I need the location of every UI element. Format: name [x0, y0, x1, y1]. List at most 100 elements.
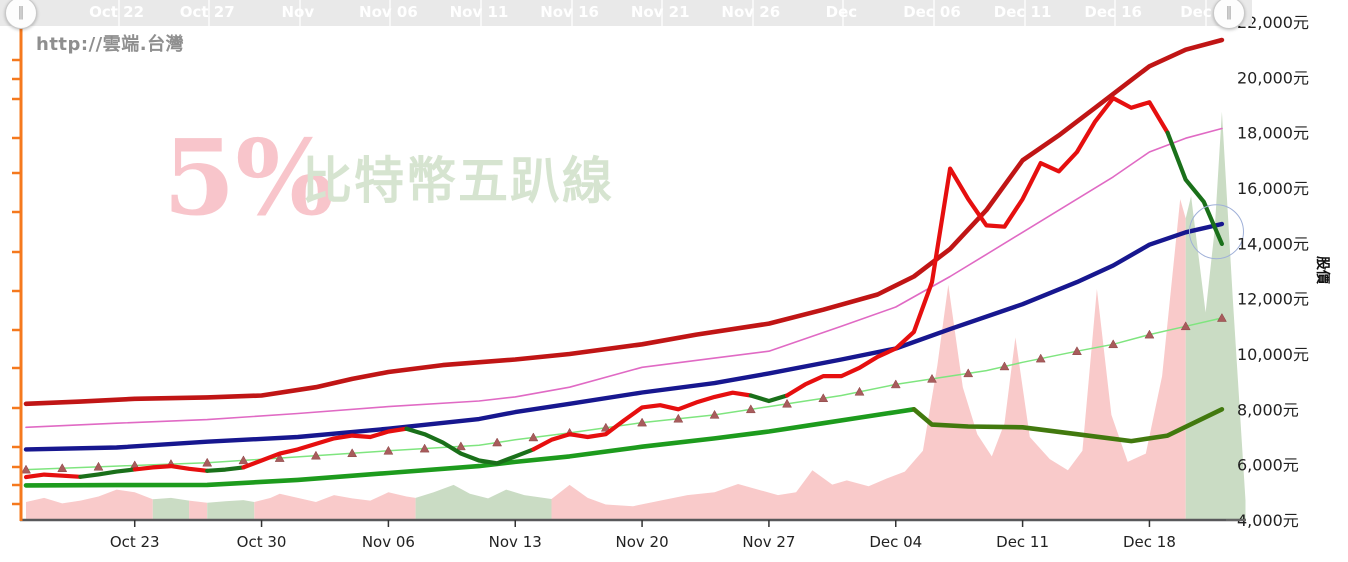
- y-axis-label: 22,000元: [1237, 13, 1309, 32]
- triangle-marker: [419, 443, 430, 453]
- y-axis-label: 6,000元: [1237, 456, 1299, 475]
- triangle-marker: [347, 448, 358, 458]
- y-axis-label: 12,000元: [1237, 290, 1309, 309]
- triangle-marker: [21, 464, 31, 474]
- triangle-marker: [782, 398, 792, 408]
- x-axis-label: Nov 13: [489, 533, 542, 551]
- triangle-marker: [637, 417, 648, 427]
- navigator-separator: [751, 0, 754, 26]
- navigator-date-label: Oct 22: [89, 3, 145, 21]
- navigator-separator: [117, 0, 120, 26]
- x-axis-label: Oct 30: [237, 533, 287, 551]
- price-line-green: [78, 467, 137, 479]
- triangle-marker: [999, 361, 1010, 371]
- triangle-marker: [1108, 339, 1119, 349]
- navigator-separator: [1114, 0, 1117, 26]
- triangle-marker: [745, 404, 756, 414]
- triangle-marker: [854, 386, 865, 396]
- navigator-separator: [208, 0, 211, 26]
- triangle-marker: [310, 450, 321, 460]
- y-axis-label: 8,000元: [1237, 400, 1299, 419]
- triangle-marker: [202, 457, 213, 467]
- navigator-date-label: Nov 11: [449, 3, 509, 21]
- navigator-separator: [480, 0, 482, 26]
- price-line-green: [404, 426, 536, 466]
- navigator-separator: [1023, 0, 1026, 26]
- triangle-marker: [93, 461, 104, 471]
- volume-area: [26, 111, 1246, 520]
- x-axis-label: Dec 04: [869, 533, 922, 551]
- navigator-date-label: Nov 26: [721, 3, 781, 21]
- triangle-marker: [238, 455, 249, 465]
- x-axis-label: Nov 20: [616, 533, 669, 551]
- y-axis-label: 10,000元: [1237, 345, 1309, 364]
- triangle-marker: [600, 422, 611, 432]
- triangle-marker: [274, 453, 285, 462]
- volume-segment-pink: [551, 199, 1186, 520]
- navigator-separator: [298, 0, 301, 26]
- site-url-text: http://雲端.台灣: [36, 34, 185, 55]
- navigator-date-label: Nov: [281, 3, 315, 21]
- chart-axes: Oct 23 Oct 30 Nov 06 Nov 13 Nov 20 Nov 27 Dec …: [12, 13, 1309, 551]
- chart-lines: [21, 37, 1244, 488]
- navigator-date-label: Nov 21: [630, 3, 690, 21]
- triangle-marker: [709, 409, 720, 419]
- y-axis-label: 20,000元: [1237, 68, 1309, 87]
- price-line-red: [241, 426, 409, 470]
- triangle-marker: [57, 463, 68, 472]
- triangle-marker: [818, 393, 829, 403]
- navigator-separator: [389, 0, 392, 26]
- price-line-red: [23, 472, 83, 480]
- triangle-marker: [528, 432, 539, 442]
- price-line-green: [1165, 130, 1225, 246]
- triangle-marker: [1180, 321, 1191, 331]
- price-end-highlight-circle: [1188, 204, 1244, 260]
- lower-band-line: [23, 406, 917, 488]
- y-axis-label: 4,000元: [1237, 511, 1299, 530]
- navigator-separator: [1204, 0, 1207, 26]
- navigator-separator: [570, 0, 573, 26]
- volume-segment-pink: [189, 500, 208, 520]
- triangle-marker: [1216, 313, 1227, 322]
- mid-lower-line: [23, 221, 1225, 452]
- navigator-handle-left[interactable]: ‖: [5, 0, 37, 29]
- navigator-date-label: Dec 11: [993, 3, 1052, 21]
- x-axis-label: Dec 18: [1123, 533, 1176, 551]
- triangle-marker: [455, 441, 466, 451]
- navigator-date-label: Dec: [825, 3, 858, 21]
- navigator-separator: [661, 0, 664, 26]
- five-percent-line: [25, 317, 1223, 471]
- navigator-date-label: Nov 16: [540, 3, 599, 21]
- price-line-red: [784, 95, 1170, 398]
- mid-upper-line: [25, 127, 1223, 429]
- upper-band-line: [23, 37, 1225, 407]
- y-axis-title: 股價: [1314, 256, 1331, 285]
- y-axis-label: 14,000元: [1237, 234, 1309, 253]
- y-axis-label: 18,000元: [1237, 124, 1309, 143]
- watermark-percent: 5%: [163, 116, 335, 239]
- volume-segment-green: [152, 497, 190, 520]
- triangle-marker: [1035, 353, 1046, 363]
- navigator-date-label: Dec 06: [903, 3, 961, 21]
- navigator-handle-right[interactable]: ‖: [1213, 0, 1245, 29]
- volume-segment-pink: [26, 489, 153, 520]
- x-axis-label: Oct 23: [110, 533, 160, 551]
- navigator-separator: [933, 0, 935, 26]
- navigator-date-label: Oct 27: [179, 3, 235, 21]
- x-axis-label: Dec 11: [996, 533, 1049, 551]
- triangle-marker: [1072, 346, 1082, 355]
- watermark-slogan: 比特幣五趴線: [302, 152, 614, 210]
- y-axis-label: 16,000元: [1237, 179, 1309, 198]
- navigator-separator: [842, 0, 845, 26]
- triangle-marker: [383, 445, 394, 455]
- triangle-marker: [927, 373, 937, 383]
- triangle-marker: [673, 413, 684, 423]
- triangle-marker: [1144, 329, 1155, 339]
- triangle-marker: [492, 437, 503, 447]
- price-line-red: [132, 464, 210, 473]
- navigator-date-label: Nov 06: [359, 3, 418, 21]
- price-line-green: [748, 393, 790, 404]
